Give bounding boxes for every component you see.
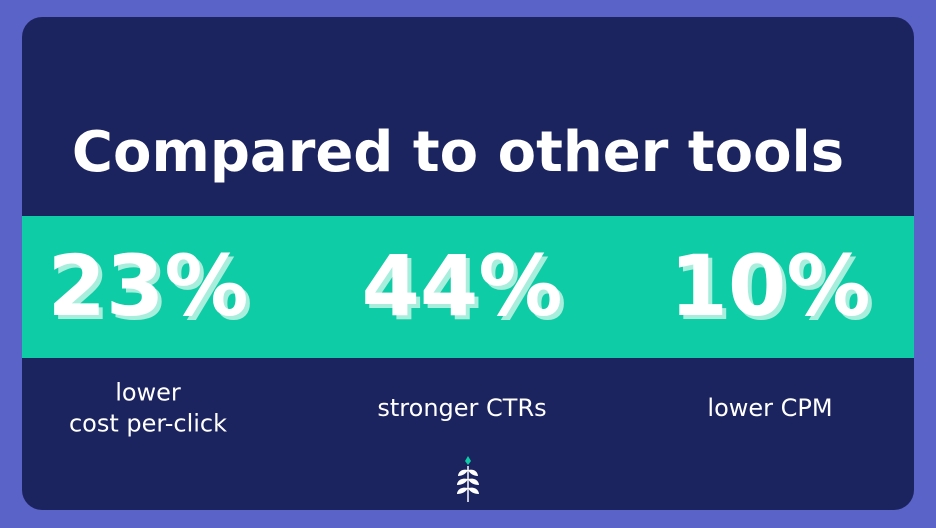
stat-value-shadow: 44% xyxy=(365,241,566,339)
leaf-logo xyxy=(457,456,479,502)
stat-value-shadow: 23% xyxy=(51,241,252,339)
stats: 23%23% lower cost per-click 44%44% stronger … xyxy=(47,237,874,438)
stat-value: 10% xyxy=(669,237,870,335)
highlight-band xyxy=(22,216,914,358)
title: Compared to other tools xyxy=(72,120,844,185)
stat-value: 23% xyxy=(47,237,248,335)
stat-value: 44% xyxy=(361,237,562,335)
stat-label: stronger CTRs xyxy=(377,394,546,422)
stat-label: lower xyxy=(115,379,181,407)
stat-value-shadow: 10% xyxy=(673,241,874,339)
stat-label: lower CPM xyxy=(707,394,832,422)
stat-label: cost per-click xyxy=(69,410,227,438)
